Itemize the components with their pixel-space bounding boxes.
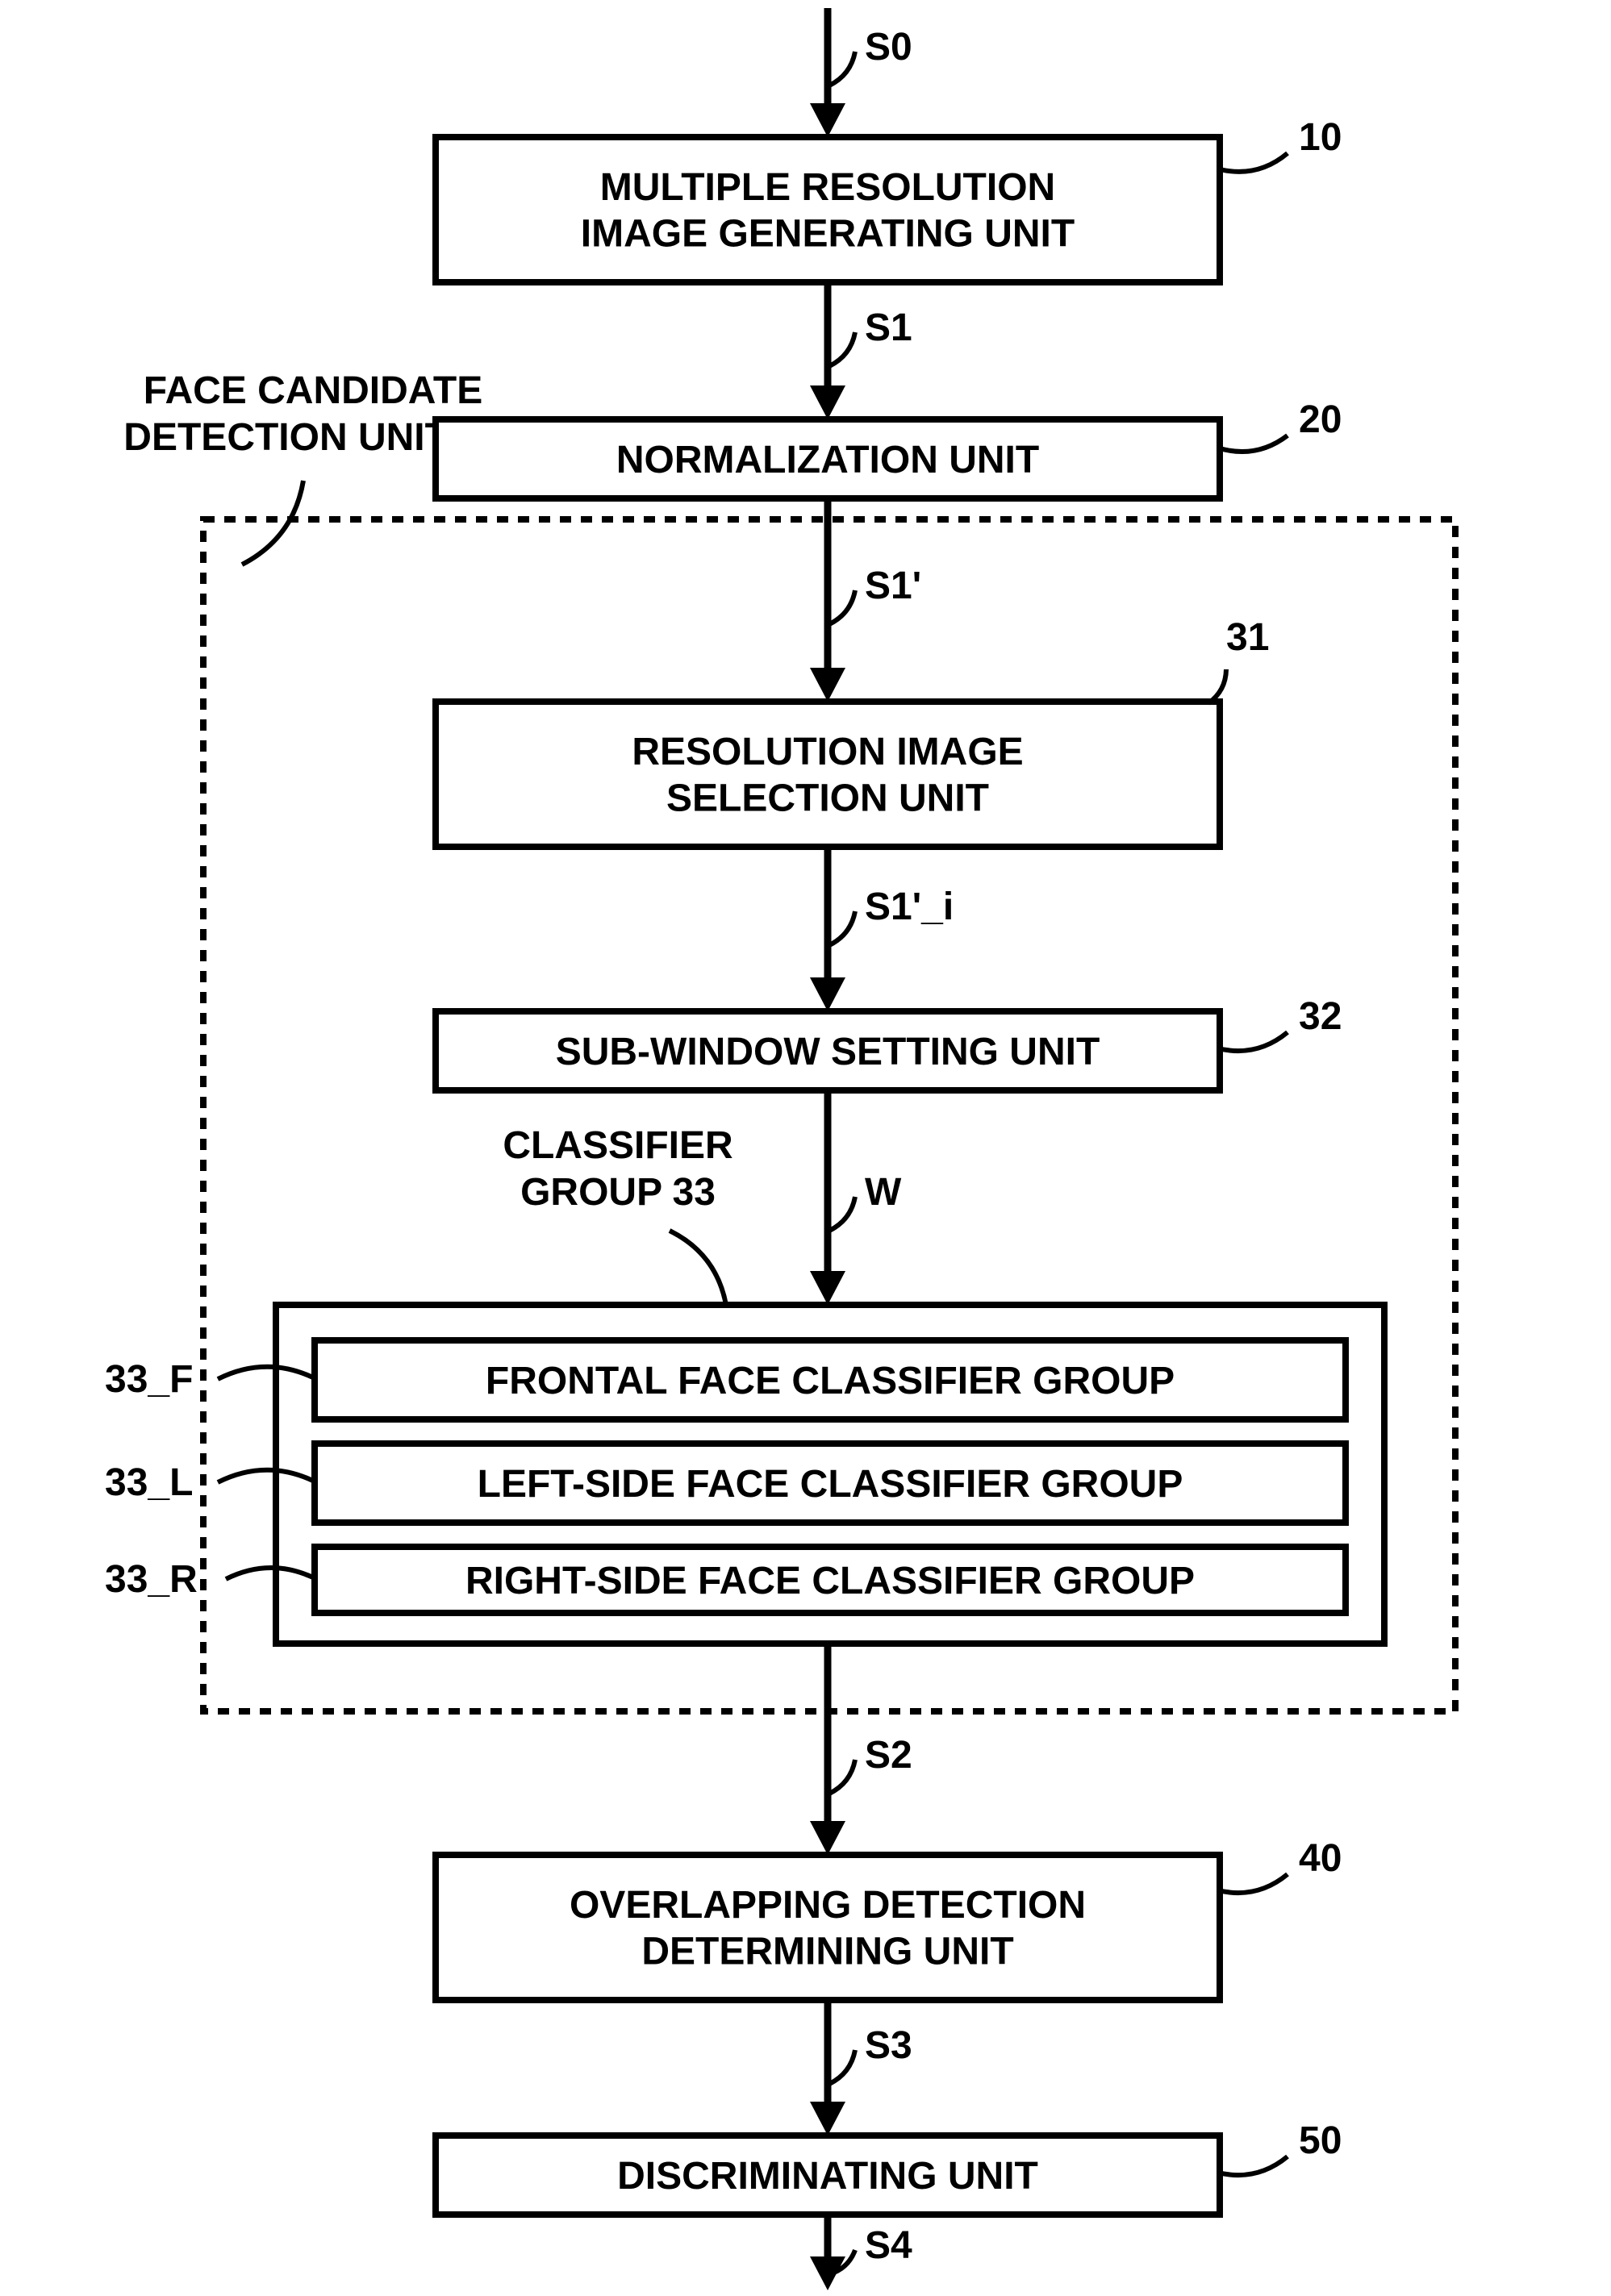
flow-arrowhead-s1 [810,385,845,419]
block-33f-line1: FRONTAL FACE CLASSIFIER GROUP [486,1360,1175,1402]
multiple-resolution-image-generating-unit-block: MULTIPLE RESOLUTION IMAGE GENERATING UNI… [436,116,1342,282]
flow-leader-s3 [829,2050,855,2084]
block-32-ref-leader [1218,1032,1288,1051]
block-32-line1: SUB-WINDOW SETTING UNIT [556,1031,1100,1073]
flow-label-s4: S4 [865,2224,912,2267]
flow-leader-s1 [829,332,855,366]
flow-leader-s2 [829,1760,855,1794]
block-10-line2: IMAGE GENERATING UNIT [581,213,1075,256]
flow-leader-s_in [829,52,855,85]
flow-leader-s1p [829,590,855,624]
flowchart-diagram: FACE CANDIDATE DETECTION UNIT 30 MULTIPL… [0,0,1611,2296]
block-10-line1: MULTIPLE RESOLUTION [600,166,1055,209]
overlapping-detection-determining-unit-block: OVERLAPPING DETECTION DETERMINING UNIT 4… [436,1837,1342,2000]
block-32-ref: 32 [1299,995,1342,1038]
block-40-ref-leader [1218,1874,1288,1893]
flow-arrowhead-w [810,1271,845,1305]
block-40-ref: 40 [1299,1837,1342,1880]
normalization-unit-block: NORMALIZATION UNIT 20 [436,398,1342,498]
block-20-ref: 20 [1299,398,1342,441]
block-10-ref: 10 [1299,116,1342,159]
flow-arrowhead-s2 [810,1821,845,1855]
block-31-ref: 31 [1226,616,1269,659]
block-20-ref-leader [1220,435,1288,452]
flow-label-s1p: S1' [865,565,921,607]
flow-label-s1: S1 [865,306,912,349]
flow-label-s3: S3 [865,2024,912,2067]
flow-leader-w [829,1197,855,1231]
block-31-ref-leader [1208,669,1226,703]
block-33r-ref: 33_R [105,1558,198,1601]
flow-arrowhead-s_in [810,103,845,137]
block-33f-ref: 33_F [105,1358,193,1401]
classifier-group-label-line1: CLASSIFIER [503,1124,732,1167]
block-50-ref: 50 [1299,2119,1342,2162]
flow-arrowhead-s1p [810,668,845,702]
block-40-line2: DETERMINING UNIT [641,1931,1013,1973]
flow-arrowhead-s4 [810,2256,845,2290]
flow-label-w: W [865,1171,902,1214]
block-20-line1: NORMALIZATION UNIT [616,439,1039,481]
resolution-image-selection-unit-block: RESOLUTION IMAGE SELECTION UNIT 31 [436,616,1269,847]
block-50-line1: DISCRIMINATING UNIT [617,2155,1038,2198]
block-33l-line1: LEFT-SIDE FACE CLASSIFIER GROUP [478,1463,1183,1506]
block-33l-ref: 33_L [105,1461,193,1504]
block-31-line1: RESOLUTION IMAGE [632,731,1023,773]
flow-arrowhead-s3 [810,2102,845,2136]
discriminating-unit-block: DISCRIMINATING UNIT 50 [436,2119,1342,2215]
block-10-ref-leader [1220,153,1288,172]
sub-window-setting-unit-block: SUB-WINDOW SETTING UNIT 32 [436,995,1342,1090]
flow-arrowhead-s1pi [810,977,845,1011]
flow-leader-s1pi [829,911,855,945]
classifier-group-label-line2: GROUP 33 [520,1171,716,1214]
block-40-line1: OVERLAPPING DETECTION [570,1884,1086,1927]
flow-label-s1pi: S1'_i [865,885,954,928]
block-31-line2: SELECTION UNIT [666,777,989,820]
flow-label-s2: S2 [865,1734,912,1777]
face-candidate-group-label-line1: FACE CANDIDATE [144,369,482,412]
block-33r-line1: RIGHT-SIDE FACE CLASSIFIER GROUP [465,1560,1195,1602]
classifier-group-leader [670,1231,726,1305]
block-50-ref-leader [1218,2156,1288,2175]
flow-label-s_in: S0 [865,26,912,69]
